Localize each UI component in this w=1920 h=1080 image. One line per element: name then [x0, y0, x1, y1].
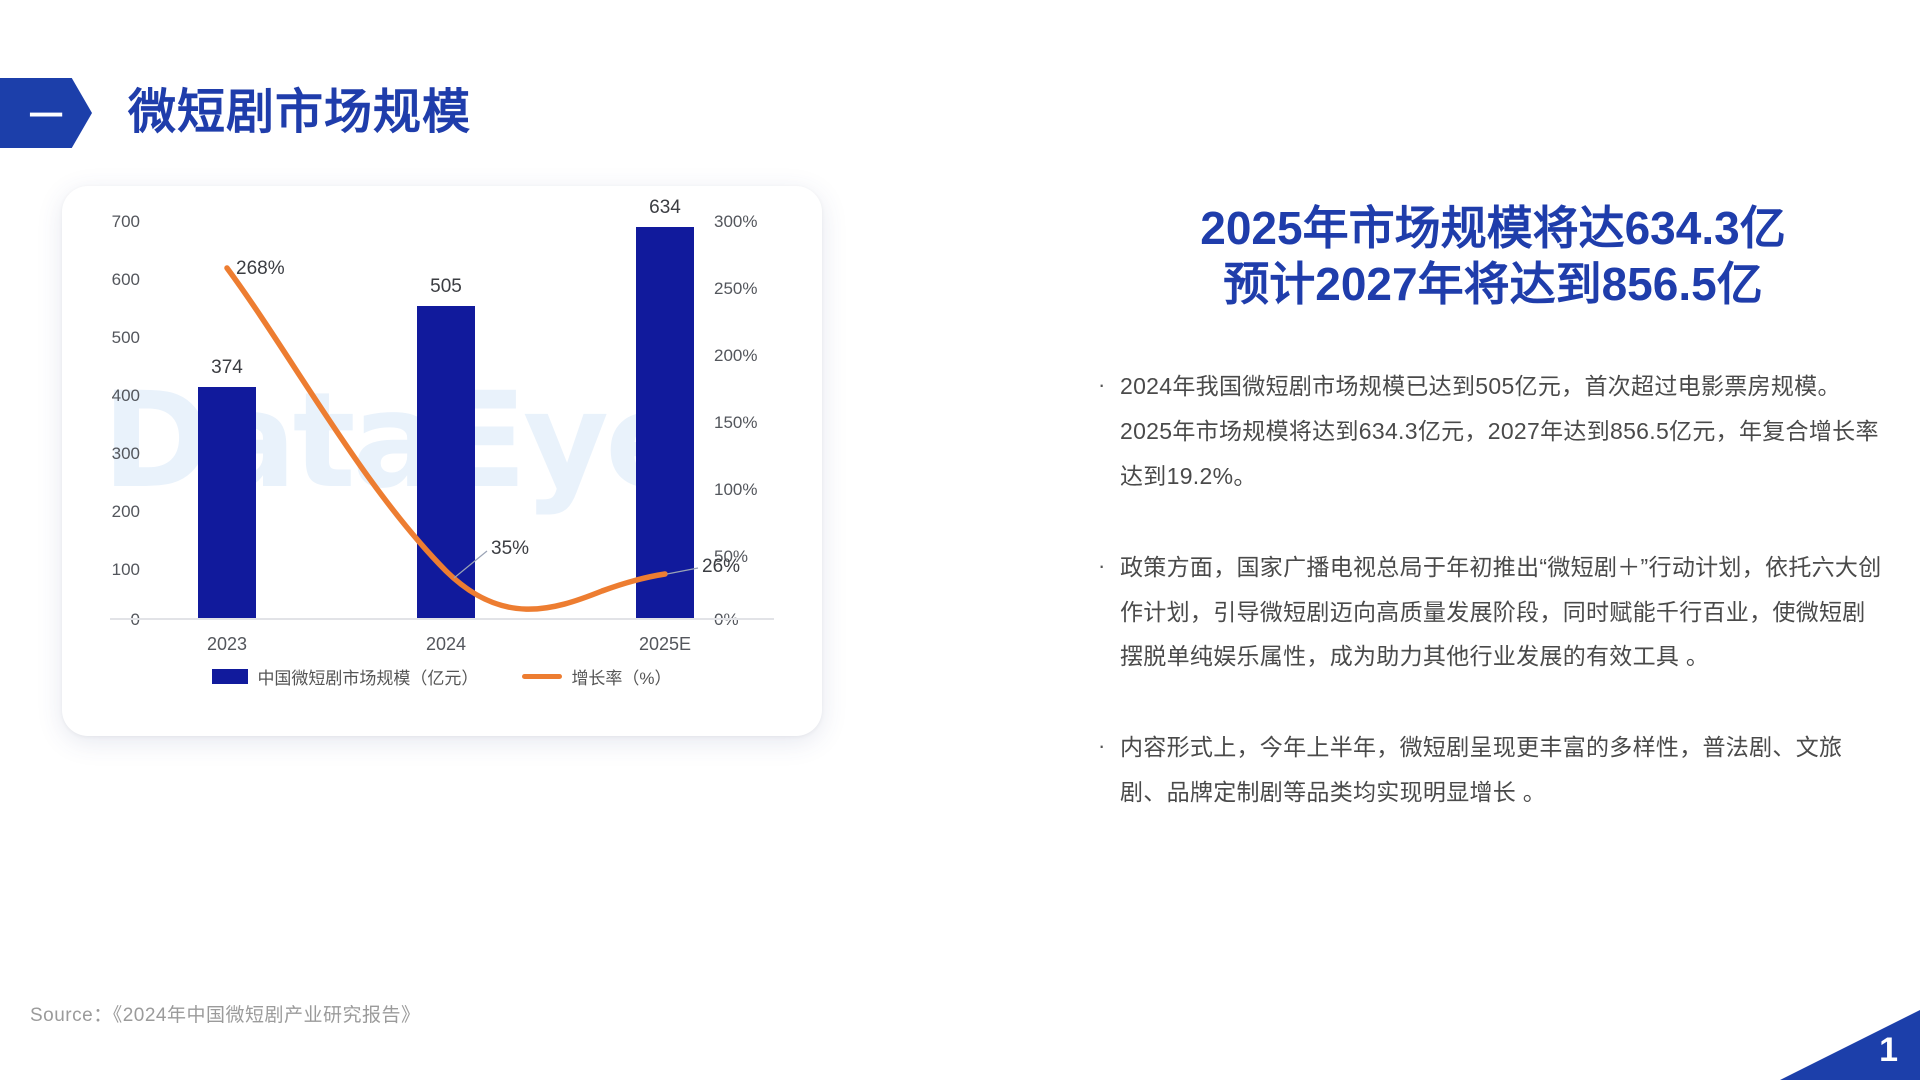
headline-line-2: 预计2027年将达到856.5亿 [1223, 258, 1763, 311]
growth-rate-line-chart [224, 265, 699, 612]
x-axis-baseline [110, 618, 774, 620]
line-label-2024: 35% [491, 538, 530, 559]
bullet-item: · 内容形式上，今年上半年，微短剧呈现更丰富的多样性，普法剧、文旅剧、品牌定制剧… [1098, 725, 1888, 815]
bar-value-2023: 374 [211, 357, 243, 378]
y-axis-right-tick: 200% [714, 346, 758, 365]
bullet-list: · 2024年我国微短剧市场规模已达到505亿元，首次超过电影票房规模。2025… [1098, 364, 1888, 815]
x-axis-tick-2023: 2023 [206, 634, 248, 654]
y-axis-left-tick: 0 [130, 610, 140, 629]
bar-value-2024: 505 [430, 276, 462, 297]
leader-line-35 [453, 550, 488, 579]
y-axis-left-tick: 200 [111, 502, 140, 521]
y-axis-right-tick: 100% [714, 480, 758, 499]
y-axis-right-tick: 0% [714, 610, 739, 629]
bullet-marker-icon: · [1098, 372, 1106, 398]
bar-2024 [417, 306, 475, 618]
section-number-label: 一 [29, 97, 63, 136]
slide-header: 一 微短剧市场规模 [0, 78, 471, 148]
legend-label-market-size: 中国微短剧市场规模（亿元） [257, 669, 479, 688]
y-axis-right-tick: 300% [714, 212, 758, 231]
y-axis-left-tick: 100 [111, 560, 140, 579]
headline-line-1: 2025年市场规模将达634.3亿 [1200, 202, 1786, 254]
page-title: 微短剧市场规模 [128, 86, 472, 139]
y-axis-left-tick: 400 [111, 386, 140, 405]
legend-item-market-size: 中国微短剧市场规模（亿元） [212, 664, 478, 689]
bar-2023 [198, 387, 256, 618]
legend-swatch-bar-icon [212, 669, 249, 684]
y-axis-left-tick: 500 [111, 328, 140, 347]
source-note: Source：《2024年中国微短剧产业研究报告》 [30, 1005, 421, 1026]
x-axis-tick-2024: 2024 [425, 634, 467, 654]
legend-item-growth-rate: 增长率（%） [522, 664, 672, 689]
bullet-text: 2024年我国微短剧市场规模已达到505亿元，首次超过电影票房规模。2025年市… [1120, 373, 1879, 489]
right-content-panel: 2025年市场规模将达634.3亿 预计2027年将达到856.5亿 · 202… [1098, 200, 1888, 861]
page-number: 1 [1879, 1031, 1898, 1069]
chart-card: DataEye 700 600 500 400 300 200 100 0 30… [62, 186, 822, 736]
y-axis-left-tick: 700 [111, 212, 140, 231]
y-axis-right-tick: 50% [714, 547, 749, 566]
y-axis-right-tick: 150% [714, 413, 758, 432]
bullet-marker-icon: · [1098, 733, 1106, 759]
legend-swatch-line-icon [522, 674, 563, 679]
leader-line-26 [666, 567, 699, 575]
bullet-text: 政策方面，国家广播电视总局于年初推出“微短剧＋”行动计划，依托六大创作计划，引导… [1120, 553, 1882, 670]
line-growth-rate [224, 265, 668, 612]
bullet-item: · 2024年我国微短剧市场规模已达到505亿元，首次超过电影票房规模。2025… [1098, 364, 1888, 499]
bar-2025e [636, 227, 694, 618]
line-label-2023: 268% [236, 258, 285, 279]
headline: 2025年市场规模将达634.3亿 预计2027年将达到856.5亿 [1098, 200, 1888, 312]
y-axis-left-tick: 300 [111, 444, 140, 463]
bullet-text: 内容形式上，今年上半年，微短剧呈现更丰富的多样性，普法剧、文旅剧、品牌定制剧等品… [1120, 734, 1843, 806]
bar-value-2025e: 634 [649, 197, 681, 218]
bullet-item: · 政策方面，国家广播电视总局于年初推出“微短剧＋”行动计划，依托六大创作计划，… [1098, 545, 1888, 680]
chart-legend: 中国微短剧市场规模（亿元） 增长率（%） [62, 664, 822, 689]
x-axis-tick-2025e: 2025E [638, 634, 692, 654]
legend-label-growth-rate: 增长率（%） [571, 669, 672, 688]
page-corner-decoration [1780, 1010, 1920, 1080]
line-label-2025e: 26% [702, 556, 741, 577]
y-axis-left-tick: 600 [111, 270, 140, 289]
bullet-marker-icon: · [1098, 552, 1106, 578]
section-number-badge: 一 [0, 78, 92, 148]
y-axis-right-tick: 250% [714, 279, 758, 298]
